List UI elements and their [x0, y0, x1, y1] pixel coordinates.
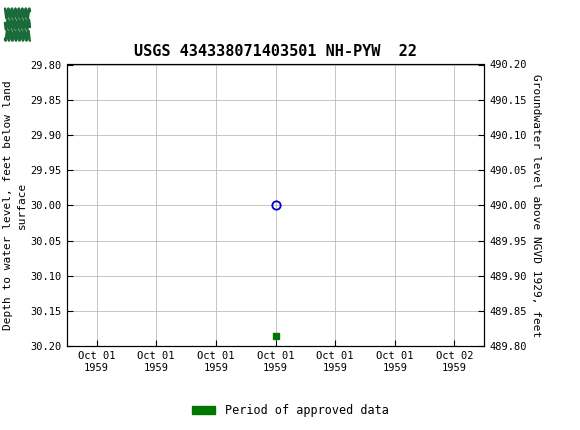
Legend: Period of approved data: Period of approved data — [187, 399, 393, 422]
Text: USGS: USGS — [34, 13, 94, 32]
Title: USGS 434338071403501 NH-PYW  22: USGS 434338071403501 NH-PYW 22 — [134, 44, 417, 59]
Y-axis label: Depth to water level, feet below land
surface: Depth to water level, feet below land su… — [3, 80, 27, 330]
Y-axis label: Groundwater level above NGVD 1929, feet: Groundwater level above NGVD 1929, feet — [531, 74, 541, 337]
Bar — [4, 3, 31, 42]
